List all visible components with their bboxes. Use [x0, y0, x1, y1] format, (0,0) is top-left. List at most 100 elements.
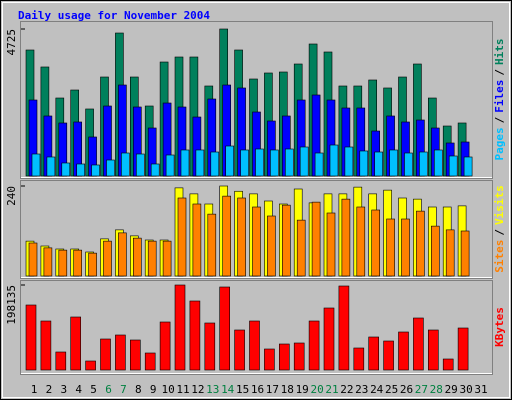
x-tick-label: 17	[266, 383, 279, 396]
bar	[386, 218, 395, 277]
x-tick-label: 1	[31, 383, 38, 396]
bar	[130, 339, 141, 371]
bar	[100, 338, 111, 371]
x-tick-label: 2	[46, 383, 53, 396]
bar	[150, 163, 160, 177]
x-tick-label: 31	[474, 383, 487, 396]
bar	[222, 195, 231, 277]
x-tick-label: 27	[415, 383, 428, 396]
bar	[296, 219, 306, 277]
bar	[356, 206, 366, 277]
chart-title: Daily usage for November 2004	[18, 9, 210, 22]
bar	[115, 334, 126, 371]
bar	[189, 300, 201, 371]
bar	[40, 320, 52, 371]
bar	[299, 146, 309, 177]
x-tick-label: 22	[340, 383, 353, 396]
bar	[463, 156, 473, 177]
y-tick-label: 240	[5, 186, 18, 206]
x-tick-label: 4	[75, 383, 82, 396]
bar	[329, 144, 339, 177]
bar	[103, 240, 112, 277]
bar	[195, 149, 205, 177]
bar	[240, 149, 249, 177]
bar	[58, 249, 68, 277]
bar	[28, 242, 38, 277]
bar	[281, 204, 291, 277]
legend-separator: /	[493, 69, 506, 76]
bar	[159, 321, 171, 371]
legend-entry: Hits	[493, 39, 506, 66]
bar	[326, 212, 336, 277]
x-tick-label: 12	[191, 383, 204, 396]
legend-separator: /	[493, 116, 506, 123]
x-tick-label: 25	[385, 383, 398, 396]
legend: Pages / Files / Hits	[493, 39, 506, 161]
bar	[144, 352, 156, 371]
bar	[389, 149, 398, 177]
x-tick-label: 5	[90, 383, 97, 396]
bar	[204, 322, 216, 371]
bar	[293, 342, 305, 371]
bar	[284, 148, 294, 177]
bar	[353, 347, 365, 371]
x-tick-label: 28	[430, 383, 443, 396]
bar	[136, 153, 145, 177]
x-tick-label: 23	[355, 383, 368, 396]
bar	[404, 152, 413, 177]
legend-entry: Sites	[493, 240, 506, 273]
bar	[374, 151, 384, 177]
x-tick-label: 9	[150, 383, 157, 396]
bar	[308, 320, 320, 371]
x-tick-label: 24	[370, 383, 384, 396]
bar	[338, 285, 350, 371]
bar	[31, 153, 41, 177]
bar	[430, 225, 440, 277]
bar	[267, 215, 276, 277]
bar	[255, 148, 264, 177]
bar	[210, 151, 220, 177]
bar	[85, 360, 96, 371]
bar	[270, 149, 279, 177]
bar	[401, 218, 410, 277]
bar	[55, 351, 67, 371]
legend-entry: Pages	[493, 127, 506, 160]
bar	[76, 163, 85, 177]
bar	[73, 249, 82, 277]
x-tick-label: 19	[296, 383, 309, 396]
bar	[383, 340, 394, 371]
x-tick-label: 11	[176, 383, 189, 396]
bar	[359, 150, 369, 177]
bar	[91, 164, 100, 177]
bar	[416, 210, 425, 277]
legend: KBytes	[493, 307, 506, 347]
bar	[46, 156, 56, 177]
legend-entry: Visits	[493, 185, 506, 225]
x-tick-label: 29	[445, 383, 458, 396]
bar	[323, 307, 335, 371]
legend-entry: KBytes	[493, 307, 506, 347]
bar	[219, 286, 230, 371]
bar	[133, 237, 142, 277]
x-tick-label: 18	[281, 383, 294, 396]
x-tick-label: 13	[206, 383, 219, 396]
bar	[344, 146, 354, 177]
bar	[147, 240, 157, 277]
x-tick-label: 20	[310, 383, 323, 396]
bar	[225, 145, 234, 177]
bar	[252, 206, 261, 277]
bar	[278, 343, 290, 371]
x-tick-label: 10	[161, 383, 174, 396]
bar	[433, 149, 443, 177]
x-tick-label: 26	[400, 383, 413, 396]
bar	[118, 232, 127, 277]
bar	[177, 197, 187, 277]
bar	[25, 304, 37, 371]
x-tick-label: 30	[459, 383, 472, 396]
legend-separator: /	[493, 229, 506, 236]
bar	[448, 155, 458, 177]
bar	[237, 197, 246, 277]
bar	[460, 230, 470, 277]
